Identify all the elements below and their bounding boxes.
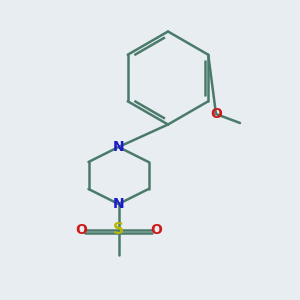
Text: O: O xyxy=(210,107,222,121)
Text: O: O xyxy=(75,223,87,236)
Text: O: O xyxy=(150,223,162,236)
Text: N: N xyxy=(113,197,124,211)
Text: S: S xyxy=(113,222,124,237)
Text: N: N xyxy=(113,140,124,154)
